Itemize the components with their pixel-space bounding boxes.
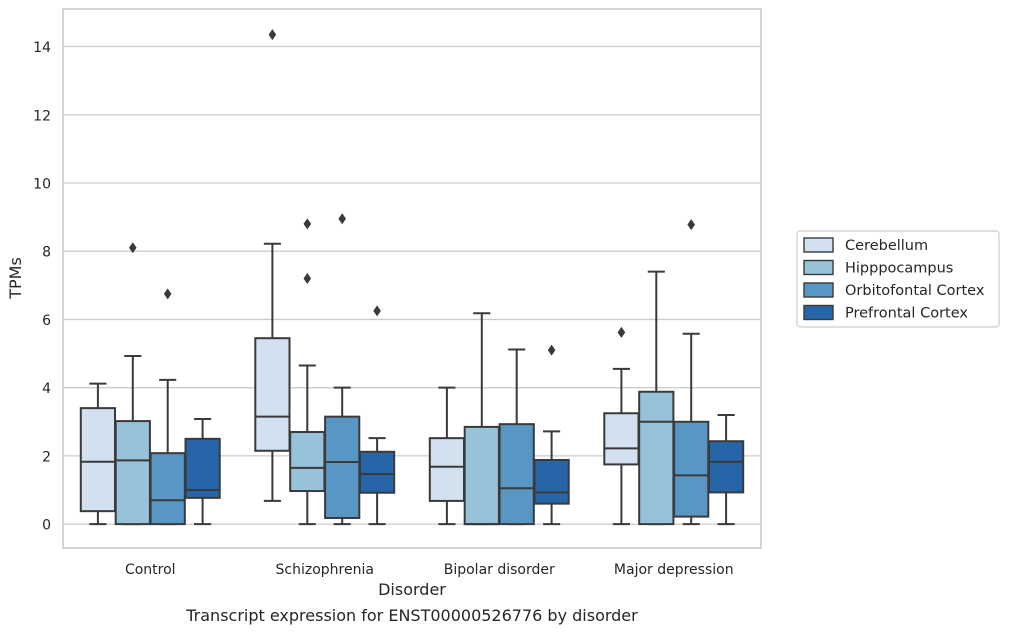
- legend-swatch: [803, 237, 834, 253]
- x-axis-label: Disorder: [378, 580, 446, 599]
- legend-label: Prefrontal Cortex: [845, 306, 968, 322]
- outlier-point: [303, 273, 312, 284]
- box: [184, 437, 221, 499]
- y-tick-label: 2: [42, 449, 51, 465]
- box-group: [324, 213, 361, 526]
- outlier-point: [163, 288, 172, 300]
- box: [149, 452, 186, 526]
- outlier-point: [338, 213, 346, 225]
- box: [254, 337, 291, 452]
- legend-swatch: [803, 304, 834, 321]
- box-group: [498, 348, 535, 526]
- plot-frame: [62, 8, 762, 549]
- box-group: [533, 344, 570, 526]
- y-tick-labels: 0 2 4 6 8 10 12 14: [33, 40, 51, 534]
- box-group: [428, 386, 466, 526]
- box: [114, 420, 151, 526]
- figure-caption: Transcript expression for ENST0000052677…: [186, 606, 638, 625]
- box-group: [114, 242, 151, 526]
- x-tick-labels: Control Schizophrenia Bipolar disorder Majo…: [125, 562, 734, 578]
- x-tick-label: Schizophrenia: [276, 562, 374, 578]
- box: [603, 412, 640, 466]
- y-tick-label: 0: [42, 518, 51, 534]
- box: [289, 431, 326, 493]
- outlier-point: [373, 305, 381, 317]
- box: [673, 420, 710, 518]
- outlier-point: [129, 242, 137, 254]
- y-tick-label: 12: [33, 108, 51, 124]
- box-group: [707, 413, 745, 526]
- outlier-point: [303, 218, 312, 230]
- box: [358, 450, 396, 494]
- x-tick-label: Control: [125, 562, 176, 578]
- box-group: [254, 29, 291, 502]
- legend-swatch: [803, 259, 834, 276]
- y-axis-label: TPMs: [6, 257, 25, 300]
- y-tick-label: 6: [42, 313, 51, 329]
- box: [707, 440, 745, 494]
- y-tick-label: 4: [42, 381, 51, 397]
- box-group: [289, 218, 326, 526]
- box: [428, 437, 466, 502]
- box-group: [603, 326, 640, 526]
- legend-frame: [796, 230, 1000, 328]
- box-group: [358, 305, 396, 526]
- legend-swatch: [803, 282, 834, 298]
- box: [498, 423, 535, 526]
- box-group: [463, 312, 500, 526]
- box-group: [673, 219, 710, 526]
- outlier-point: [268, 29, 277, 41]
- y-tick-label: 10: [33, 176, 51, 192]
- legend-label: Orbitofontal Cortex: [845, 283, 985, 299]
- x-tick-label: Bipolar disorder: [444, 562, 555, 578]
- box: [324, 415, 361, 519]
- y-tick-label: 8: [42, 245, 51, 261]
- x-tick-label: Major depression: [614, 562, 734, 578]
- legend-label: Cerebellum: [845, 238, 928, 254]
- box: [638, 390, 675, 526]
- outlier-point: [547, 344, 556, 356]
- box-group: [149, 288, 186, 526]
- box-group: [184, 418, 221, 526]
- outlier-point: [617, 326, 626, 338]
- outlier-point: [687, 219, 695, 231]
- legend: Cerebellum Hipppocampus Orbitofontal Corte…: [796, 230, 1000, 328]
- box-group: [79, 382, 117, 526]
- box: [463, 425, 500, 526]
- box-group: [638, 270, 675, 526]
- box: [79, 407, 117, 513]
- boxes: [79, 29, 745, 526]
- box: [533, 458, 570, 505]
- y-tick-label: 14: [33, 40, 51, 56]
- legend-label: Hipppocampus: [845, 261, 953, 277]
